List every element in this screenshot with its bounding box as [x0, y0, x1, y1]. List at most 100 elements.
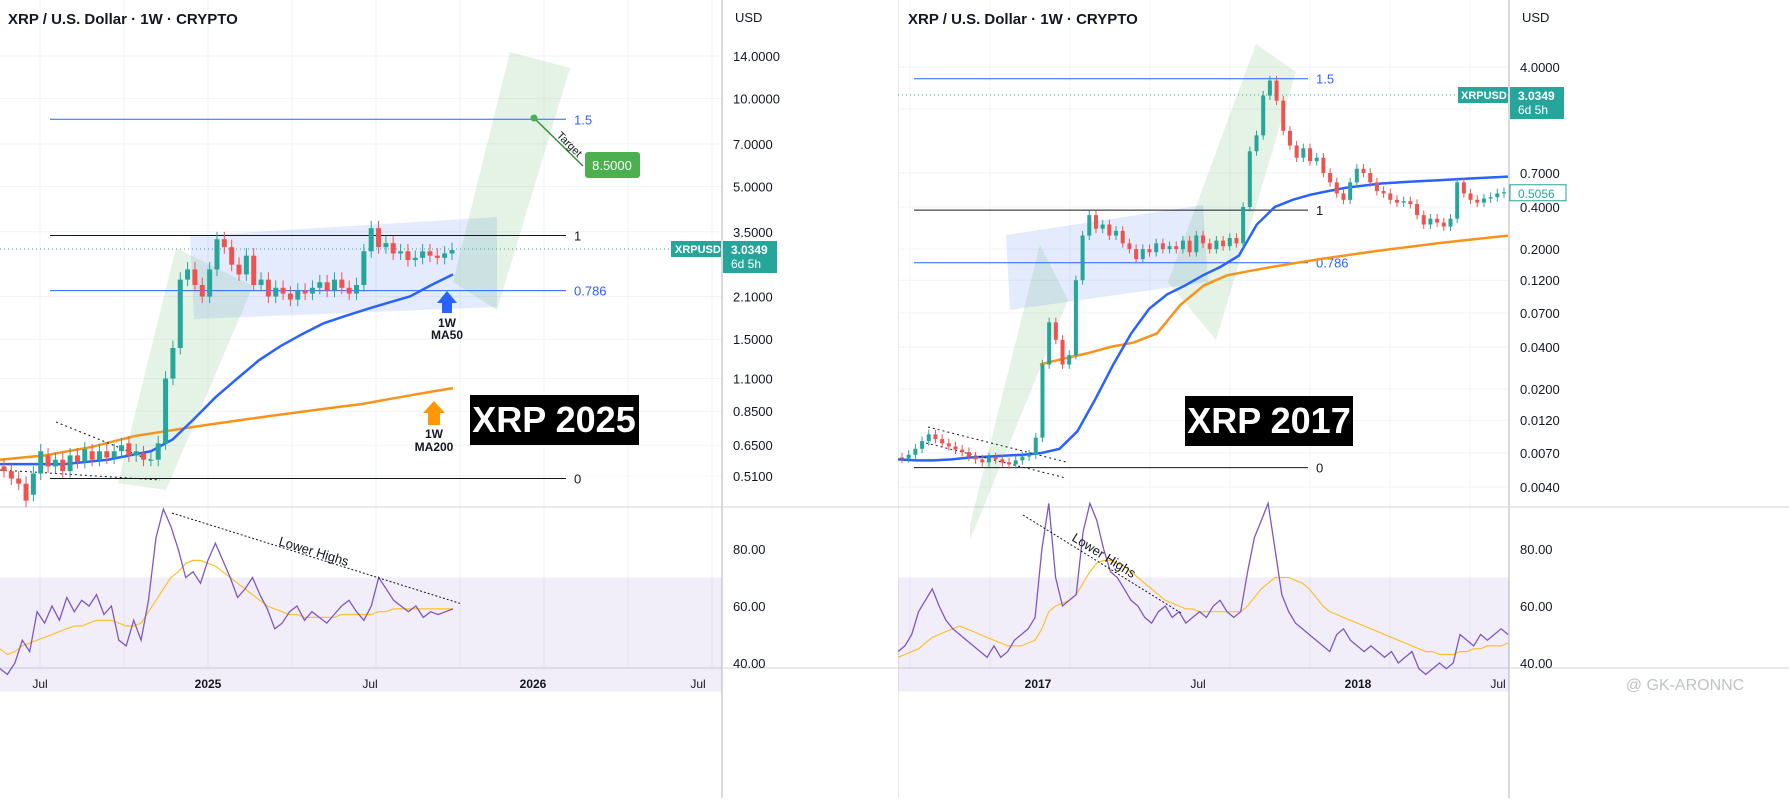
ma200-line	[0, 386, 454, 461]
ma50-label: 1W	[438, 316, 457, 330]
candle-body	[1488, 197, 1493, 199]
candle-body	[214, 239, 220, 270]
candle-body	[1160, 243, 1165, 250]
rsi-tick-label: 40.00	[733, 656, 766, 671]
candle-body	[449, 250, 455, 254]
candle-body	[16, 478, 22, 484]
candle-body	[966, 452, 971, 457]
ma50-line	[0, 273, 454, 466]
candle-body	[946, 443, 951, 447]
candle-body	[1247, 151, 1252, 207]
rsi-band	[898, 577, 1509, 692]
candle-body	[1134, 249, 1139, 260]
candle-body	[1187, 240, 1192, 253]
big-label-box	[470, 395, 639, 445]
candle-body	[1174, 246, 1179, 250]
candle-body	[104, 451, 110, 458]
x-tick-label: 2026	[520, 677, 547, 691]
candle-body	[199, 285, 205, 297]
lower-highs-label: Lower Highs	[277, 534, 351, 570]
candle-body	[1007, 462, 1012, 465]
x-tick-label: Jul	[32, 677, 47, 691]
candle-body	[960, 449, 965, 453]
y-tick-label: 1.1000	[733, 372, 773, 387]
candle-body	[1475, 199, 1480, 203]
candle-body	[1321, 157, 1326, 173]
candle-body	[243, 255, 249, 275]
candle-body	[82, 449, 88, 462]
candle-body	[1194, 235, 1199, 253]
y-tick-label: 0.6500	[733, 438, 773, 453]
candle-body	[1261, 95, 1266, 136]
candle-body	[427, 251, 433, 256]
fib-level-label: 1.5	[1316, 72, 1334, 87]
y-tick-label: 0.8500	[733, 404, 773, 419]
candle-body	[30, 473, 36, 495]
ma50-arrow-icon	[437, 291, 457, 313]
candle-body	[1227, 238, 1232, 247]
fib-level-label: 0	[1316, 461, 1323, 476]
candle-body	[1027, 454, 1032, 457]
candle-body	[89, 451, 95, 460]
candle-body	[331, 279, 337, 291]
wedge-upper-line	[55, 421, 151, 461]
target-point	[530, 114, 538, 122]
ma200-line	[1039, 234, 1509, 366]
ma200-label: MA200	[415, 440, 454, 454]
candle-body	[1394, 199, 1399, 203]
candle-body	[67, 455, 73, 472]
candle-body	[1281, 100, 1286, 131]
candle-body	[973, 456, 978, 460]
price-tag-countdown: 6d 5h	[1518, 103, 1548, 117]
candle-body	[192, 269, 198, 286]
candle-body	[1374, 182, 1379, 192]
candle-body	[1000, 459, 1005, 463]
candle-body	[324, 282, 330, 291]
candle-body	[45, 455, 51, 467]
rsi-band	[0, 577, 722, 692]
y-tick-label: 4.0000	[1520, 60, 1560, 75]
candle-body	[163, 378, 169, 444]
target-line	[533, 117, 584, 167]
candle-body	[913, 448, 918, 455]
price-tag-value: 3.0349	[1518, 89, 1555, 103]
fib-level-label: 0.786	[574, 284, 607, 299]
y-tick-label: 3.5000	[733, 225, 773, 240]
price-tag-symbol: XRPUSD	[1461, 90, 1507, 102]
y-tick-label: 5.0000	[733, 180, 773, 195]
candle-body	[1435, 218, 1440, 223]
candle-body	[1341, 193, 1346, 200]
candle-body	[280, 287, 286, 294]
big-label-box	[1185, 396, 1353, 446]
rsi-tick-label: 40.00	[1520, 656, 1553, 671]
candle-body	[1060, 339, 1065, 365]
candle-body	[1214, 240, 1219, 250]
candle-body	[1147, 249, 1152, 253]
candle-body	[1073, 280, 1078, 356]
ma200-label: 1W	[425, 427, 444, 441]
candle-body	[317, 282, 323, 288]
candle-body	[141, 453, 147, 460]
y-tick-label: 0.2000	[1520, 242, 1560, 257]
chart-panel-xrp-2025: 1.5 1 0.786 0 Target 8.5000 1W MA50 1W MA200 XRP 2…	[0, 0, 898, 798]
side-tag-box	[1509, 184, 1567, 202]
candle-body	[1308, 148, 1313, 162]
candle-body	[273, 287, 279, 297]
x-tick-label: 2025	[195, 677, 222, 691]
candle-body	[953, 446, 958, 450]
candle-body	[412, 257, 418, 261]
candle-body	[23, 483, 29, 501]
consolidation-channel	[1006, 205, 1208, 310]
candle-body	[309, 287, 315, 294]
currency-label: USD	[735, 10, 762, 25]
candle-body	[236, 264, 242, 275]
target-label: Target	[554, 130, 584, 160]
target-price-text: 8.5000	[592, 158, 632, 173]
candle-body	[1241, 207, 1246, 244]
candle-body	[1047, 322, 1052, 365]
candle-body	[1368, 172, 1373, 183]
price-tag-value: 3.0349	[731, 243, 768, 257]
price-tag-symbol-box	[671, 241, 721, 257]
candle-body	[177, 279, 183, 348]
